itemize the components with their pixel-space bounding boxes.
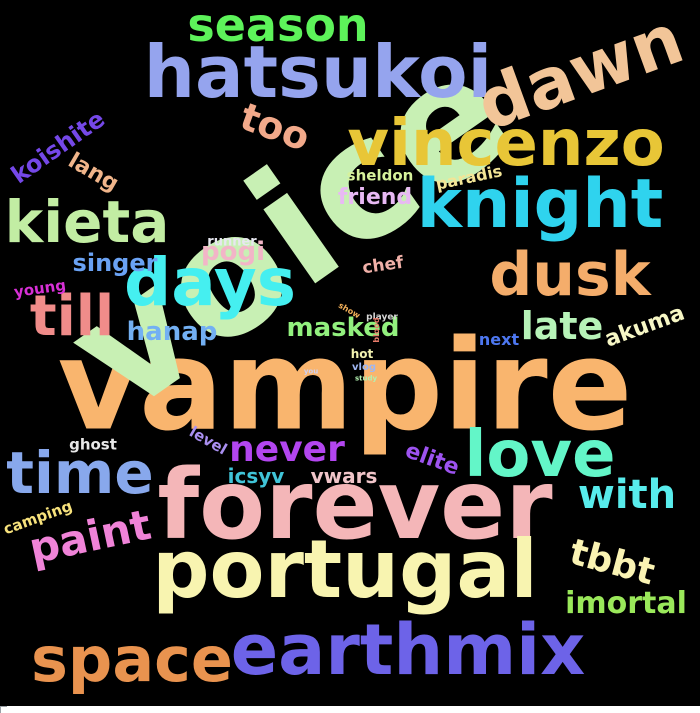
word-days: days (123, 244, 297, 321)
word-study: study (354, 374, 378, 383)
word-friend: friend (337, 185, 413, 210)
word-forever: forever (157, 449, 553, 561)
word-late: late (520, 304, 604, 348)
word-hanap: hanap (126, 317, 218, 347)
resize-corner (0, 706, 7, 713)
word-time: time (6, 439, 154, 507)
word-blood: blood (372, 317, 381, 343)
word-vlog: vlog (352, 362, 376, 373)
word-ghost: ghost (69, 435, 117, 454)
word-dusk: dusk (489, 240, 651, 310)
word-earthmix: earthmix (230, 609, 586, 691)
word-tbbt: tbbt (565, 531, 659, 594)
word-next: next (478, 330, 520, 349)
word-knight: knight (416, 165, 664, 244)
word-hot: hot (350, 347, 374, 361)
word-love: love (464, 418, 616, 492)
word-with: with (577, 472, 677, 518)
word-masked: masked (286, 313, 400, 343)
word-never: never (229, 429, 345, 470)
word-you: you (303, 367, 319, 376)
word-player: player (366, 312, 398, 323)
word-season: season (187, 0, 369, 52)
word-portugal: portugal (152, 523, 538, 616)
word-space: space (31, 623, 233, 696)
word-till: till (29, 284, 115, 349)
word-singer: singer (72, 249, 158, 277)
word-runner: runner (207, 234, 257, 250)
word-vincenzo: vincenzo (347, 107, 665, 181)
word-kieta: kieta (4, 188, 170, 256)
word-hatsukoi: hatsukoi (143, 30, 493, 114)
word-sheldon: sheldon (346, 166, 414, 185)
word-icsyv: icsyv (227, 464, 285, 488)
word-pogi: pogi (201, 237, 265, 267)
word-imortal: imortal (565, 586, 687, 621)
word-vampire: vampire (57, 313, 633, 459)
word-chef: chef (361, 252, 405, 279)
word-vwars: vwars (310, 464, 378, 488)
